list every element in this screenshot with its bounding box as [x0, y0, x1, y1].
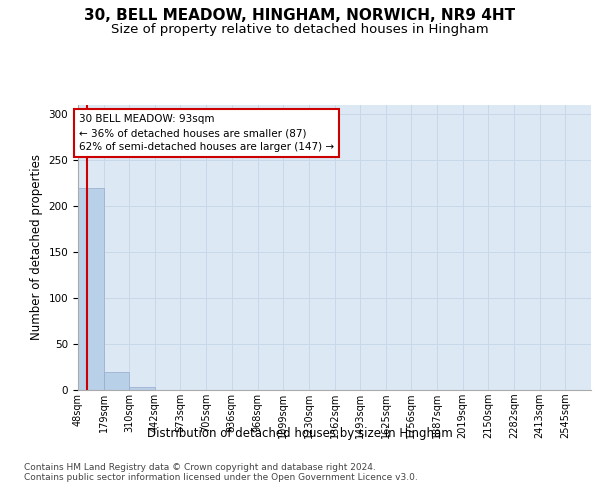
Bar: [104, 372, 129, 390]
Text: 30, BELL MEADOW, HINGHAM, NORWICH, NR9 4HT: 30, BELL MEADOW, HINGHAM, NORWICH, NR9 4…: [85, 8, 515, 22]
Bar: [78, 188, 104, 390]
Bar: [129, 387, 155, 390]
Y-axis label: Number of detached properties: Number of detached properties: [30, 154, 43, 340]
Text: 30 BELL MEADOW: 93sqm
← 36% of detached houses are smaller (87)
62% of semi-deta: 30 BELL MEADOW: 93sqm ← 36% of detached …: [79, 114, 334, 152]
Text: Distribution of detached houses by size in Hingham: Distribution of detached houses by size …: [147, 428, 453, 440]
Text: Contains HM Land Registry data © Crown copyright and database right 2024.
Contai: Contains HM Land Registry data © Crown c…: [24, 462, 418, 482]
Text: Size of property relative to detached houses in Hingham: Size of property relative to detached ho…: [111, 22, 489, 36]
